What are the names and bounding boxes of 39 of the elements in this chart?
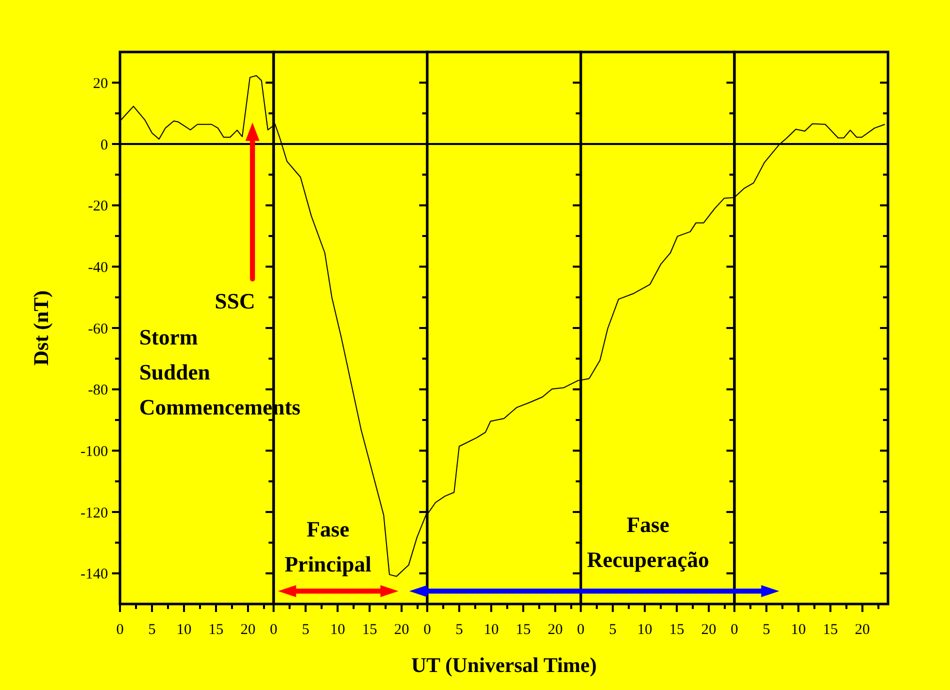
x-tick-label: 0 (423, 622, 431, 638)
y-axis-title: Dst (nT) (29, 290, 53, 366)
annotation: SSC (214, 288, 256, 314)
y-tick-label: 0 (100, 137, 108, 154)
x-tick-label: 15 (362, 622, 378, 638)
y-tick-label: -80 (88, 382, 108, 399)
y-tick-label: -120 (80, 505, 108, 522)
y-tick-label: -140 (80, 566, 108, 583)
y-tick-label: 20 (93, 76, 108, 92)
y-tick-label: -20 (88, 198, 108, 215)
x-tick-label: 15 (669, 622, 684, 638)
x-tick-label: 10 (484, 622, 499, 638)
x-tick-label: 10 (790, 622, 806, 638)
x-tick-label: 5 (609, 622, 617, 638)
x-tick-label: 0 (116, 622, 124, 638)
x-tick-label: 5 (148, 622, 156, 638)
x-tick-label: 10 (176, 622, 192, 638)
x-tick-label: 15 (208, 622, 224, 638)
x-tick-label: 10 (330, 622, 346, 638)
x-tick-label: 15 (822, 622, 838, 638)
x-tick-label: 15 (516, 622, 531, 638)
x-tick-label: 20 (548, 622, 563, 638)
x-tick-label: 0 (270, 622, 278, 638)
x-axis-title: UT (Universal Time) (411, 653, 597, 677)
annotation: Fase Principal (284, 516, 372, 577)
y-tick-label: -100 (80, 444, 108, 460)
x-tick-label: 10 (637, 622, 652, 638)
x-tick-label: 20 (854, 622, 870, 638)
x-tick-label: 20 (240, 622, 256, 638)
x-tick-label: 5 (302, 622, 310, 638)
y-tick-label: -60 (88, 321, 108, 338)
annotation: Fase Recuperação (586, 512, 710, 572)
x-tick-label: 20 (394, 622, 410, 638)
x-tick-label: 5 (455, 622, 463, 638)
x-tick-label: 20 (701, 622, 716, 638)
y-tick-label: -40 (88, 260, 108, 276)
x-tick-label: 0 (577, 622, 585, 638)
x-tick-label: 0 (730, 622, 738, 638)
x-tick-label: 5 (762, 622, 770, 638)
